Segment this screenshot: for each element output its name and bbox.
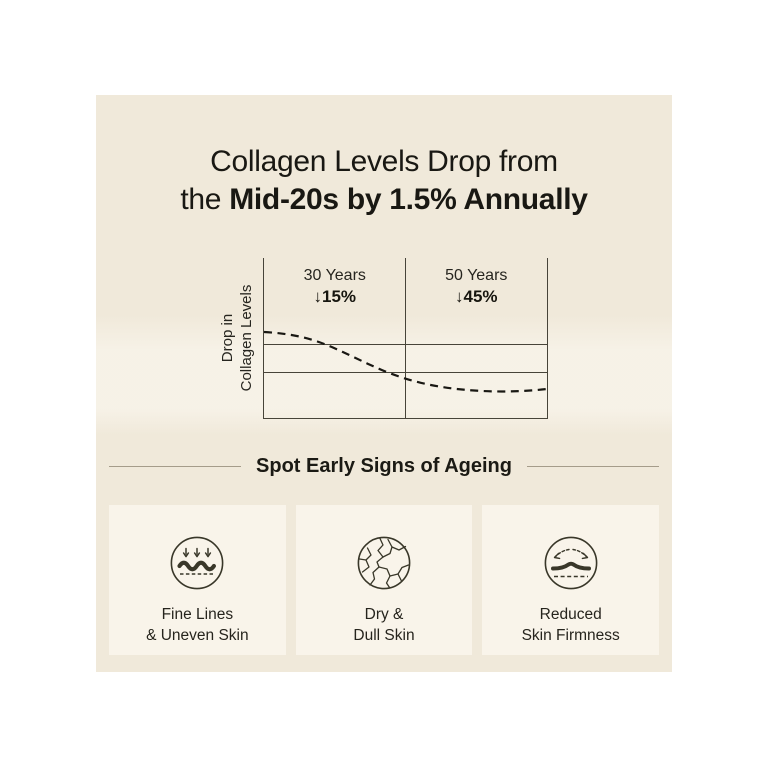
card-label-line-2: & Uneven Skin xyxy=(146,627,249,644)
fine-lines-icon xyxy=(170,536,224,590)
card-label-line-1: Dry & xyxy=(364,606,404,623)
card-dry-dull-skin: Dry & Dull Skin xyxy=(295,505,473,655)
card-fine-lines: Fine Lines & Uneven Skin xyxy=(109,505,286,655)
y-axis-label-line-2: Collagen Levels xyxy=(238,284,255,392)
title-line-2-prefix: the xyxy=(180,183,230,216)
skin-firmness-icon xyxy=(544,536,598,590)
y-axis-label-line-1: Drop in xyxy=(219,313,236,363)
title-line-1: Collagen Levels Drop from xyxy=(210,145,558,178)
chart-column-divider xyxy=(404,258,407,418)
section-heading: Spot Early Signs of Ageing xyxy=(256,455,512,477)
collagen-drop-chart: 30 Years ↓15% 50 Years ↓45% xyxy=(263,258,548,419)
drop-value-15: ↓15% xyxy=(313,287,357,306)
card-label-line-1: Reduced xyxy=(539,606,602,623)
dry-dull-skin-icon xyxy=(357,536,411,590)
age-label-50: 50 Years xyxy=(445,267,508,284)
age-label-30: 30 Years xyxy=(303,267,366,284)
infographic-canvas: Collagen Levels Drop from the Mid-20s by… xyxy=(96,95,672,672)
right-divider-rule xyxy=(526,466,660,467)
chart-y-axis-label: Drop in Collagen Levels xyxy=(218,258,258,418)
section-heading-row: Spot Early Signs of Ageing xyxy=(109,455,660,478)
title-line-2-bold: Mid-20s by 1.5% Annually xyxy=(229,183,588,216)
card-label: Reduced Skin Firmness xyxy=(522,604,620,646)
collagen-decline-curve xyxy=(264,330,547,393)
chart-annotation-30-years: 30 Years ↓15% xyxy=(264,258,406,307)
early-signs-cards-row: Fine Lines & Uneven Skin xyxy=(109,505,660,655)
page-title: Collagen Levels Drop from the Mid-20s by… xyxy=(96,143,672,219)
card-label-line-1: Fine Lines xyxy=(161,606,234,623)
card-label-line-2: Dull Skin xyxy=(353,627,415,644)
title-line-2: the Mid-20s by 1.5% Annually xyxy=(96,181,672,219)
chart-annotation-50-years: 50 Years ↓45% xyxy=(406,258,548,307)
drop-value-45: ↓45% xyxy=(454,287,498,306)
card-skin-firmness: Reduced Skin Firmness xyxy=(482,505,660,655)
card-label-line-2: Skin Firmness xyxy=(521,627,620,644)
left-divider-rule xyxy=(109,466,242,467)
card-label: Fine Lines & Uneven Skin xyxy=(146,604,249,646)
card-label: Dry & Dull Skin xyxy=(353,604,414,646)
